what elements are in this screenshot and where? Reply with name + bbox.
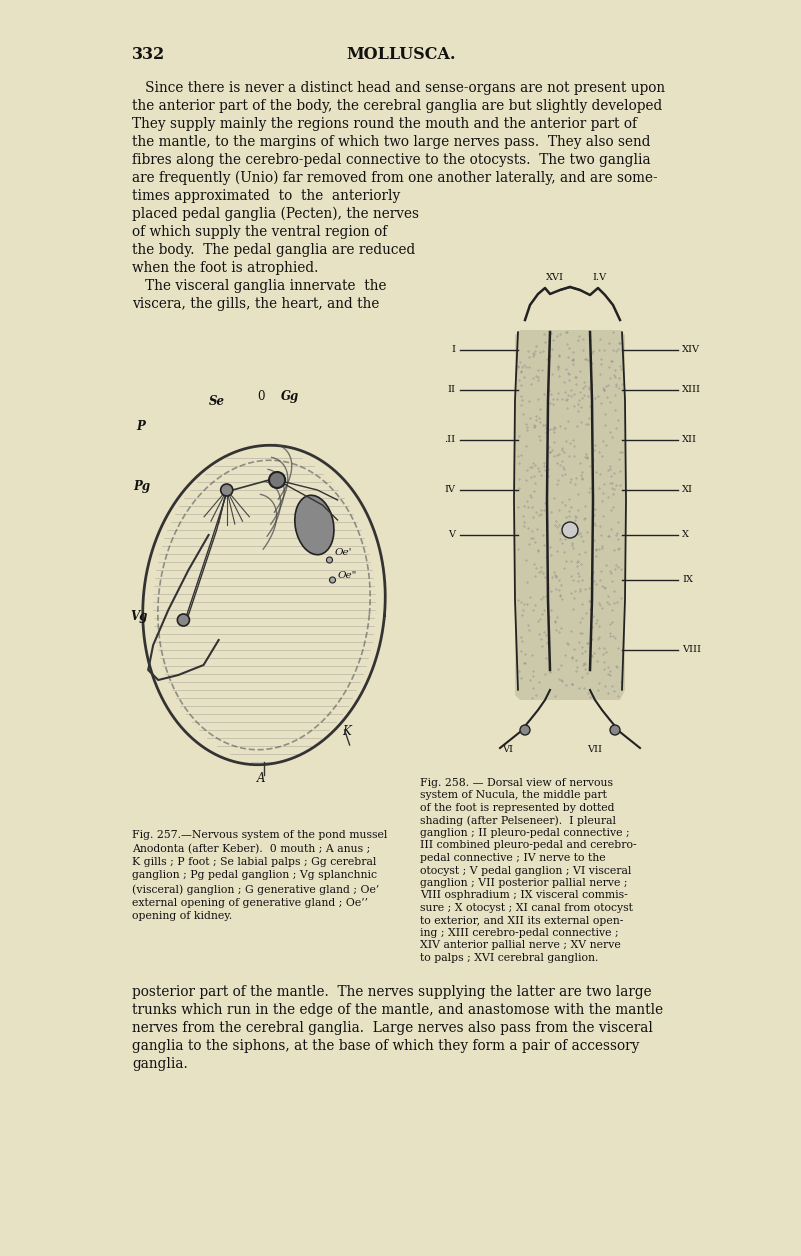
Text: Fig. 258. — Dorsal view of nervous: Fig. 258. — Dorsal view of nervous — [420, 777, 613, 788]
Text: XII: XII — [682, 436, 697, 445]
Text: ganglia.: ganglia. — [132, 1058, 187, 1071]
Text: They supply mainly the regions round the mouth and the anterior part of: They supply mainly the regions round the… — [132, 117, 637, 131]
Text: II: II — [447, 386, 455, 394]
Text: system of Nucula, the middle part: system of Nucula, the middle part — [420, 790, 607, 800]
Text: I.V: I.V — [592, 273, 606, 283]
Circle shape — [562, 522, 578, 538]
Text: the anterior part of the body, the cerebral ganglia are but slightly developed: the anterior part of the body, the cereb… — [132, 99, 662, 113]
Text: of which supply the ventral region of: of which supply the ventral region of — [132, 225, 387, 239]
Text: VII: VII — [587, 745, 602, 754]
Text: III combined pleuro-pedal and cerebro-: III combined pleuro-pedal and cerebro- — [420, 840, 637, 850]
Text: Gg: Gg — [281, 391, 300, 403]
Text: XIII: XIII — [682, 386, 701, 394]
Text: Vg: Vg — [130, 610, 147, 623]
Circle shape — [177, 614, 190, 625]
Text: V: V — [448, 530, 455, 540]
Text: Fig. 257.—Nervous system of the pond mussel: Fig. 257.—Nervous system of the pond mus… — [132, 830, 388, 840]
Text: pedal connective ; IV nerve to the: pedal connective ; IV nerve to the — [420, 853, 606, 863]
Circle shape — [221, 484, 233, 496]
Text: fibres along the cerebro-pedal connective to the otocysts.  The two ganglia: fibres along the cerebro-pedal connectiv… — [132, 153, 650, 167]
Text: X: X — [682, 530, 689, 540]
Text: XI: XI — [682, 486, 693, 495]
Text: XIV anterior pallial nerve ; XV nerve: XIV anterior pallial nerve ; XV nerve — [420, 941, 621, 951]
Text: times approximated  to  the  anteriorly: times approximated to the anteriorly — [132, 188, 400, 203]
Polygon shape — [515, 330, 625, 700]
Text: P: P — [136, 420, 145, 433]
Text: ganglion ; II pleuro-pedal connective ;: ganglion ; II pleuro-pedal connective ; — [420, 828, 630, 838]
Text: The visceral ganglia innervate  the: The visceral ganglia innervate the — [132, 279, 387, 293]
Text: (visceral) ganglion ; G generative gland ; Oe’: (visceral) ganglion ; G generative gland… — [132, 884, 379, 894]
Text: sure ; X otocyst ; XI canal from otocyst: sure ; X otocyst ; XI canal from otocyst — [420, 903, 633, 913]
Text: 332: 332 — [132, 46, 165, 63]
Text: XVI: XVI — [546, 273, 564, 283]
Text: placed pedal ganglia (Pecten), the nerves: placed pedal ganglia (Pecten), the nerve… — [132, 207, 419, 221]
Text: Oe": Oe" — [337, 571, 357, 580]
Text: the mantle, to the margins of which two large nerves pass.  They also send: the mantle, to the margins of which two … — [132, 134, 650, 149]
Text: opening of kidney.: opening of kidney. — [132, 911, 232, 921]
Text: 0: 0 — [257, 391, 264, 403]
Text: external opening of generative gland ; Oe’’: external opening of generative gland ; O… — [132, 898, 368, 908]
Text: G.: G. — [314, 510, 327, 522]
Text: ing ; XIII cerebro-pedal connective ;: ing ; XIII cerebro-pedal connective ; — [420, 928, 618, 938]
Text: VI: VI — [502, 745, 513, 754]
Text: ganglia to the siphons, at the base of which they form a pair of accessory: ganglia to the siphons, at the base of w… — [132, 1039, 639, 1053]
Text: IX: IX — [682, 575, 693, 584]
Text: of the foot is represented by dotted: of the foot is represented by dotted — [420, 803, 614, 813]
Text: Anodonta (after Keber).  0 mouth ; A anus ;: Anodonta (after Keber). 0 mouth ; A anus… — [132, 844, 370, 854]
Text: XIV: XIV — [682, 345, 700, 354]
Text: nerves from the cerebral ganglia.  Large nerves also pass from the visceral: nerves from the cerebral ganglia. Large … — [132, 1021, 653, 1035]
Text: ganglion ; VII posterior pallial nerve ;: ganglion ; VII posterior pallial nerve ; — [420, 878, 627, 888]
Text: Se: Se — [208, 394, 224, 408]
Text: A: A — [257, 772, 265, 785]
Text: are frequently (Unio) far removed from one another laterally, and are some-: are frequently (Unio) far removed from o… — [132, 171, 658, 186]
Text: K gills ; P foot ; Se labial palps ; Gg cerebral: K gills ; P foot ; Se labial palps ; Gg … — [132, 857, 376, 867]
Circle shape — [329, 577, 336, 583]
Text: Since there is never a distinct head and sense-organs are not present upon: Since there is never a distinct head and… — [132, 80, 665, 95]
Ellipse shape — [295, 495, 334, 555]
Text: MOLLUSCA.: MOLLUSCA. — [346, 46, 456, 63]
Text: when the foot is atrophied.: when the foot is atrophied. — [132, 261, 318, 275]
Text: Oe': Oe' — [335, 548, 352, 556]
Circle shape — [327, 556, 332, 563]
Text: VIII: VIII — [682, 646, 701, 654]
Text: the body.  The pedal ganglia are reduced: the body. The pedal ganglia are reduced — [132, 242, 415, 257]
Circle shape — [269, 472, 285, 489]
Text: Pg: Pg — [133, 480, 150, 494]
Text: I: I — [451, 345, 455, 354]
Text: posterior part of the mantle.  The nerves supplying the latter are two large: posterior part of the mantle. The nerves… — [132, 985, 652, 999]
Text: .II: .II — [444, 436, 455, 445]
Text: otocyst ; V pedal ganglion ; VI visceral: otocyst ; V pedal ganglion ; VI visceral — [420, 865, 631, 875]
Text: shading (after Pelseneer).  I pleural: shading (after Pelseneer). I pleural — [420, 815, 616, 826]
Text: IV: IV — [444, 486, 455, 495]
Text: viscera, the gills, the heart, and the: viscera, the gills, the heart, and the — [132, 296, 380, 311]
Text: trunks which run in the edge of the mantle, and anastomose with the mantle: trunks which run in the edge of the mant… — [132, 1004, 663, 1017]
Text: to palps ; XVI cerebral ganglion.: to palps ; XVI cerebral ganglion. — [420, 953, 598, 963]
Text: ganglion ; Pg pedal ganglion ; Vg splanchnic: ganglion ; Pg pedal ganglion ; Vg splanc… — [132, 870, 377, 880]
Text: VIII osphradium ; IX visceral commis-: VIII osphradium ; IX visceral commis- — [420, 891, 628, 901]
Text: to exterior, and XII its external open-: to exterior, and XII its external open- — [420, 916, 623, 926]
Text: K: K — [343, 725, 352, 739]
Circle shape — [520, 725, 530, 735]
Circle shape — [610, 725, 620, 735]
